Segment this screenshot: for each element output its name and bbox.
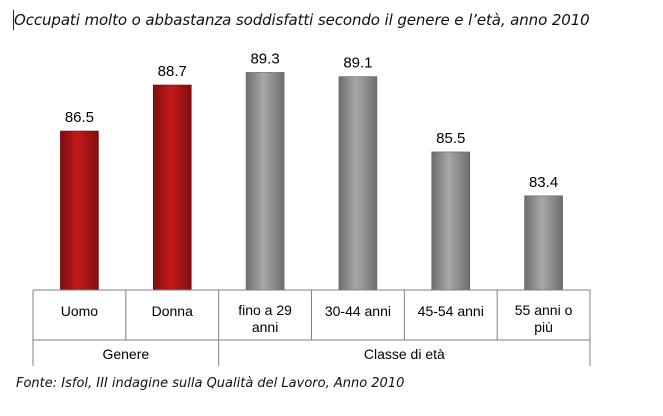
value-label-4: 85.5	[436, 130, 465, 147]
group-label-0: Genere	[102, 346, 149, 362]
chart-source: Fonte: Isfol, III indagine sulla Qualità…	[16, 376, 405, 391]
value-labels-layer: 86.5 88.7 89.3 89.1 85.5 83.4	[65, 50, 558, 190]
bar-4	[431, 151, 471, 291]
bar-2	[245, 72, 285, 291]
text-cursor	[13, 10, 14, 30]
category-label-3: 30-44 anni	[325, 303, 391, 319]
category-label-2-line-1: anni	[252, 319, 278, 335]
bar-1	[152, 84, 192, 291]
bar-5	[524, 195, 563, 291]
value-label-2: 89.3	[250, 50, 279, 67]
category-label-0: Uomo	[61, 303, 99, 319]
category-label-4: 45-54 anni	[418, 303, 484, 319]
category-axis	[32, 289, 591, 366]
value-label-3: 89.1	[343, 55, 372, 72]
bar-3	[338, 76, 378, 291]
category-label-1: Donna	[152, 303, 193, 319]
category-label-5: 55 anni o	[515, 302, 573, 318]
bar-0	[60, 130, 99, 291]
bars-layer	[60, 72, 563, 291]
chart-title: Occupati molto o abbastanza soddisfatti …	[14, 11, 590, 29]
category-label-5-line-1: più	[534, 319, 553, 335]
group-labels-layer: Genere Classe di età	[102, 346, 445, 362]
value-label-1: 88.7	[158, 63, 187, 80]
value-label-0: 86.5	[65, 109, 94, 126]
value-label-5: 83.4	[529, 174, 558, 191]
category-label-2: fino a 29	[238, 302, 292, 318]
group-label-1: Classe di età	[364, 346, 445, 362]
